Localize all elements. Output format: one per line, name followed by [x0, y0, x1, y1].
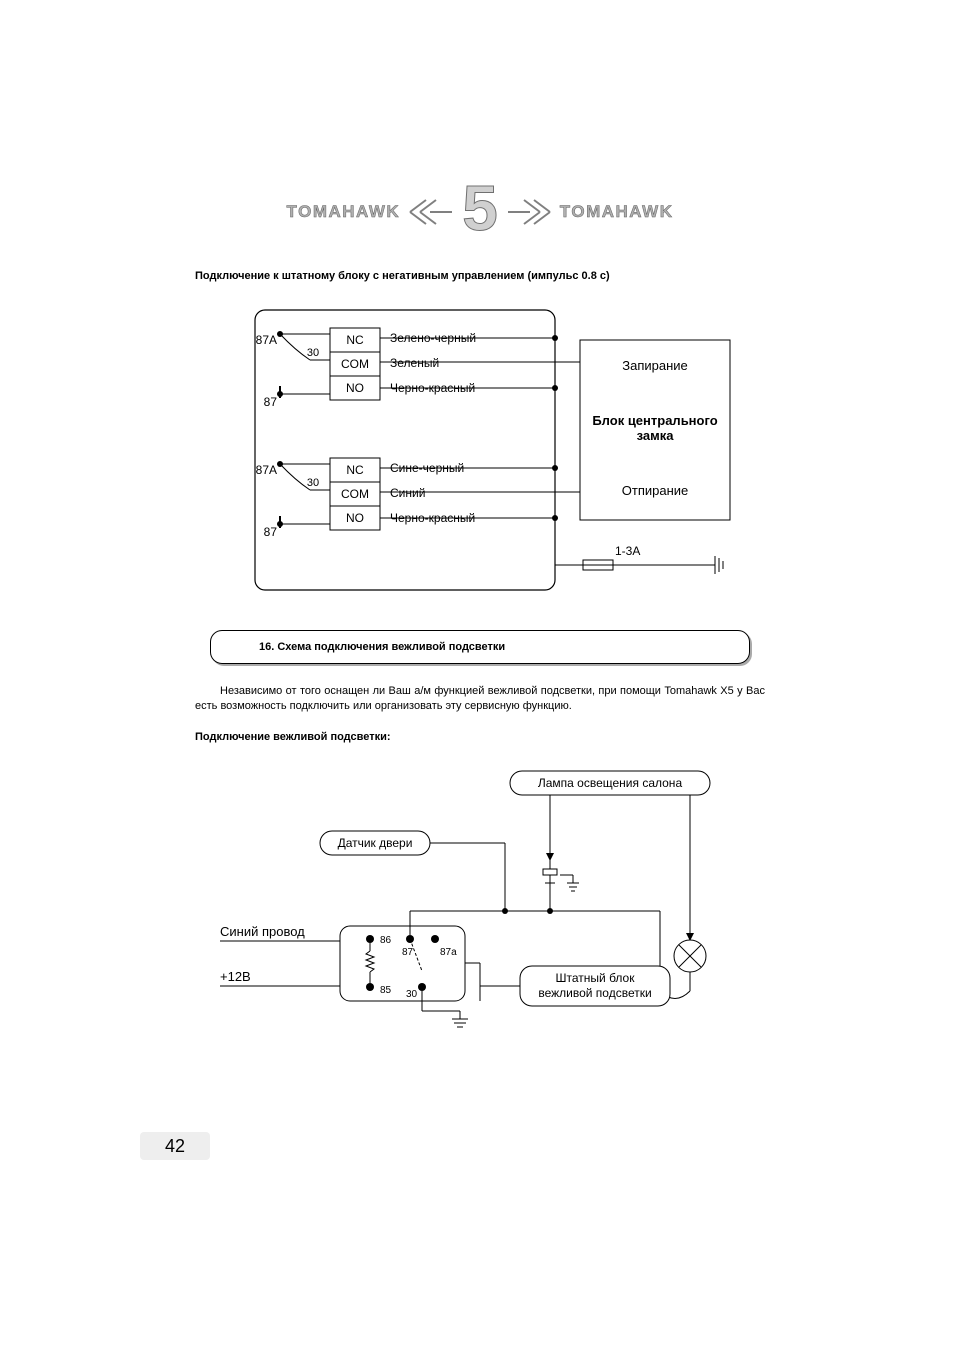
heading-courtesy-connect: Подключение вежливой подсветки:	[195, 731, 765, 743]
svg-text:87: 87	[402, 947, 414, 958]
svg-text:Зеленый: Зеленый	[390, 356, 439, 370]
svg-text:30: 30	[307, 477, 319, 489]
brand-right: TOMAHAWK	[560, 202, 674, 222]
svg-text:1-3А: 1-3А	[615, 544, 640, 558]
relay-wiring-diagram: NC COM NO 87A 30 87 Зелено-черный Зелены…	[225, 300, 735, 600]
svg-text:NO: NO	[346, 381, 364, 395]
svg-text:Отпирание: Отпирание	[622, 483, 689, 498]
svg-text:замка: замка	[637, 428, 675, 443]
brand-left: TOMAHAWK	[287, 202, 401, 222]
svg-text:30: 30	[307, 347, 319, 359]
svg-text:87: 87	[264, 525, 278, 539]
svg-text:Блок центрального: Блок центрального	[592, 413, 717, 428]
svg-text:NC: NC	[346, 333, 364, 347]
courtesy-light-diagram: Лампа освещения салона Датчик двери	[210, 761, 750, 1061]
svg-text:вежливой подсветки: вежливой подсветки	[538, 986, 651, 1000]
svg-text:87: 87	[264, 395, 278, 409]
svg-text:Синий: Синий	[390, 486, 425, 500]
svg-text:COM: COM	[341, 487, 369, 501]
svg-text:87а: 87а	[440, 947, 457, 958]
svg-text:30: 30	[406, 989, 418, 1000]
svg-text:+12В: +12В	[220, 969, 251, 984]
svg-text:Синий провод: Синий провод	[220, 924, 305, 939]
slash-left-icon	[408, 198, 452, 226]
page-number: 42	[140, 1132, 210, 1160]
section-title: 16. Схема подключения вежливой подсветки	[229, 641, 731, 653]
svg-text:87A: 87A	[256, 333, 277, 347]
svg-text:86: 86	[380, 935, 392, 946]
svg-text:Датчик двери: Датчик двери	[338, 836, 413, 850]
svg-text:87A: 87A	[256, 463, 277, 477]
svg-text:NC: NC	[346, 463, 364, 477]
slash-right-icon	[508, 198, 552, 226]
svg-text:COM: COM	[341, 357, 369, 371]
svg-text:Запирание: Запирание	[622, 358, 688, 373]
svg-text:85: 85	[380, 985, 392, 996]
svg-text:Штатный блок: Штатный блок	[556, 971, 636, 985]
brand-header: TOMAHAWK 5 TOMAHAWK	[195, 190, 765, 235]
svg-text:NO: NO	[346, 511, 364, 525]
section-heading-box: 16. Схема подключения вежливой подсветки	[210, 630, 750, 664]
model-5-icon: 5	[460, 186, 500, 231]
heading-negative-control: Подключение к штатному блоку с негативны…	[195, 270, 765, 282]
paragraph-courtesy-light: Независимо от того оснащен ли Ваш а/м фу…	[195, 684, 765, 714]
svg-text:Лампа освещения салона: Лампа освещения салона	[538, 776, 683, 790]
